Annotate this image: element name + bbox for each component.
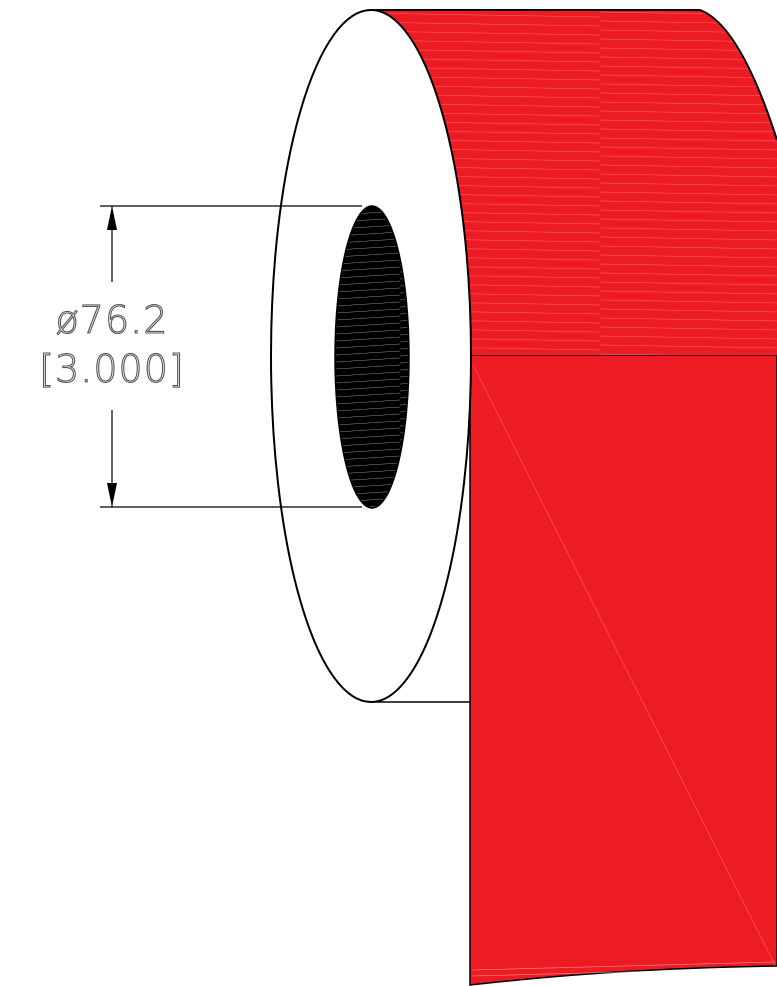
dimension-imperial-label: [3.000]: [39, 347, 184, 391]
core-diameter-dimension: [100, 205, 362, 508]
core-hole: [334, 205, 410, 509]
arrowhead-up: [107, 206, 117, 230]
dimension-metric-label: ø76.2: [56, 298, 169, 342]
roll-body: [372, 9, 777, 703]
label-strip: [469, 354, 777, 986]
arrowhead-down: [107, 483, 117, 507]
